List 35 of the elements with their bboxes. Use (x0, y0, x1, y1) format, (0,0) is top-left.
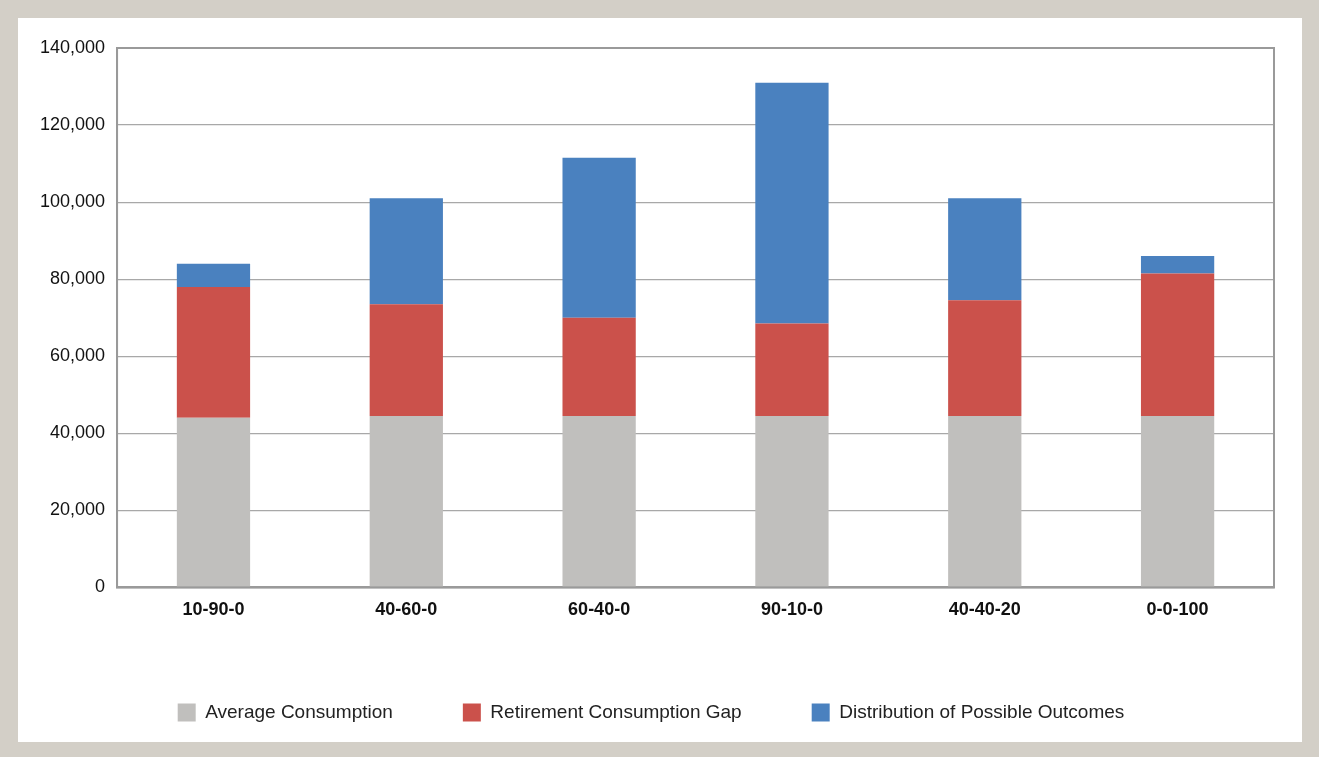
bar (369, 198, 443, 305)
y-tick-label: 0 (95, 576, 106, 597)
bar (176, 263, 251, 287)
x-tick-label: 10-90-0 (182, 599, 245, 620)
legend-label: Retirement Consumption Gap (490, 700, 742, 722)
bar (948, 198, 1022, 301)
bar (176, 286, 251, 418)
y-tick-label: 60,000 (50, 345, 106, 366)
bar (369, 415, 443, 587)
bar (176, 417, 251, 587)
y-tick-label: 40,000 (50, 422, 106, 443)
y-tick-label: 140,000 (39, 36, 106, 57)
x-tick-label: 0-0-100 (1146, 599, 1209, 620)
x-tick-label: 90-10-0 (760, 599, 823, 620)
y-tick-label: 120,000 (39, 114, 106, 135)
y-tick-label: 80,000 (50, 268, 106, 289)
legend-label: Average Consumption (205, 700, 393, 722)
legend-label: Distribution of Possible Outcomes (839, 700, 1125, 722)
x-tick-label: 60-40-0 (568, 599, 631, 620)
bar (755, 82, 829, 324)
bar (948, 415, 1022, 587)
bar (1140, 256, 1215, 274)
y-tick-label: 100,000 (39, 191, 106, 212)
bar (369, 304, 443, 416)
bar (1140, 273, 1215, 416)
bar (562, 157, 636, 318)
y-tick-label: 20,000 (50, 499, 106, 520)
bar (755, 415, 829, 587)
x-tick-label: 40-40-20 (948, 599, 1021, 620)
bar (1140, 415, 1215, 587)
bar (562, 415, 636, 587)
bar (562, 317, 636, 416)
bar (755, 323, 829, 416)
bar (948, 300, 1022, 416)
x-tick-label: 40-60-0 (375, 599, 438, 620)
